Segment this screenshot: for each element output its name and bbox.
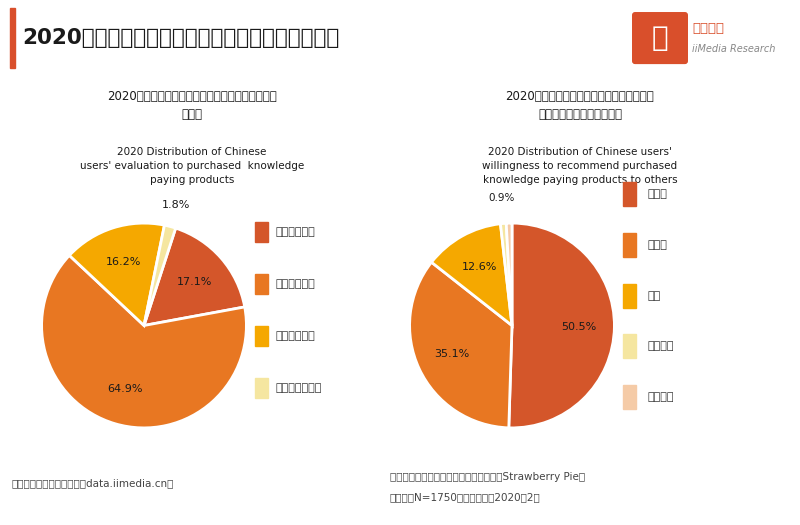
Bar <box>622 284 636 308</box>
Text: 2020 Distribution of Chinese users'
willingness to recommend purchased
knowledge: 2020 Distribution of Chinese users' will… <box>482 147 678 185</box>
Text: 样本量：N=1750；调研时间：2020年2月: 样本量：N=1750；调研时间：2020年2月 <box>390 492 541 502</box>
Bar <box>622 385 636 409</box>
Wedge shape <box>42 255 246 428</box>
Text: 1.8%: 1.8% <box>162 200 190 209</box>
Bar <box>254 326 268 345</box>
Bar <box>622 334 636 359</box>
Wedge shape <box>506 223 512 326</box>
Text: 50.5%: 50.5% <box>561 321 596 332</box>
Text: 2020年中国用户将购买过的知识付费产品推
荐给其他人的意愿分布情况: 2020年中国用户将购买过的知识付费产品推 荐给其他人的意愿分布情况 <box>506 90 654 121</box>
Wedge shape <box>431 224 512 326</box>
Text: 0.9%: 0.9% <box>488 193 514 203</box>
Text: 35.1%: 35.1% <box>434 349 470 359</box>
Text: 2020年中国用户对购买过的知识付费产品的评价分
布情况: 2020年中国用户对购买过的知识付费产品的评价分 布情况 <box>107 90 277 121</box>
Wedge shape <box>144 228 245 326</box>
Text: 比较符合期望: 比较符合期望 <box>276 279 315 289</box>
Text: 可能会: 可能会 <box>647 189 667 199</box>
Text: 一定不会: 一定不会 <box>647 392 674 402</box>
Bar <box>622 233 636 257</box>
Text: 不是很符合期望: 不是很符合期望 <box>276 383 322 393</box>
Wedge shape <box>144 225 176 326</box>
Wedge shape <box>410 262 512 428</box>
Text: 样本来源：草莓派数据调查与计算系统（Strawberry Pie）: 样本来源：草莓派数据调查与计算系统（Strawberry Pie） <box>390 472 585 482</box>
FancyBboxPatch shape <box>632 12 688 64</box>
Wedge shape <box>509 223 614 428</box>
Wedge shape <box>70 223 165 326</box>
Text: 17.1%: 17.1% <box>176 277 212 287</box>
Bar <box>254 274 268 294</box>
Text: 数据来源：艾媒数据中心（data.iimedia.cn）: 数据来源：艾媒数据中心（data.iimedia.cn） <box>12 478 174 488</box>
Text: 2020 Distribution of Chinese
users' evaluation to purchased  knowledge
paying pr: 2020 Distribution of Chinese users' eval… <box>80 147 304 185</box>
Bar <box>254 377 268 397</box>
Text: iiMedia Research: iiMedia Research <box>692 44 775 54</box>
Text: 可能不会: 可能不会 <box>647 341 674 351</box>
Text: 艾: 艾 <box>652 24 668 52</box>
Text: 2020年中国知识付费用户消费意向数据分析（一）: 2020年中国知识付费用户消费意向数据分析（一） <box>22 28 339 48</box>
Text: 12.6%: 12.6% <box>462 262 498 272</box>
Text: 一般: 一般 <box>647 291 661 301</box>
Text: 16.2%: 16.2% <box>106 257 142 267</box>
Text: 一定会: 一定会 <box>647 240 667 250</box>
Text: 还算符合期望: 还算符合期望 <box>276 331 315 341</box>
Bar <box>10 8 15 68</box>
Bar <box>254 222 268 242</box>
Text: 64.9%: 64.9% <box>107 384 143 394</box>
Bar <box>622 182 636 206</box>
Text: 艾媒咨询: 艾媒咨询 <box>692 22 724 35</box>
Wedge shape <box>501 223 512 326</box>
Text: 完全符合期望: 完全符合期望 <box>276 227 315 237</box>
